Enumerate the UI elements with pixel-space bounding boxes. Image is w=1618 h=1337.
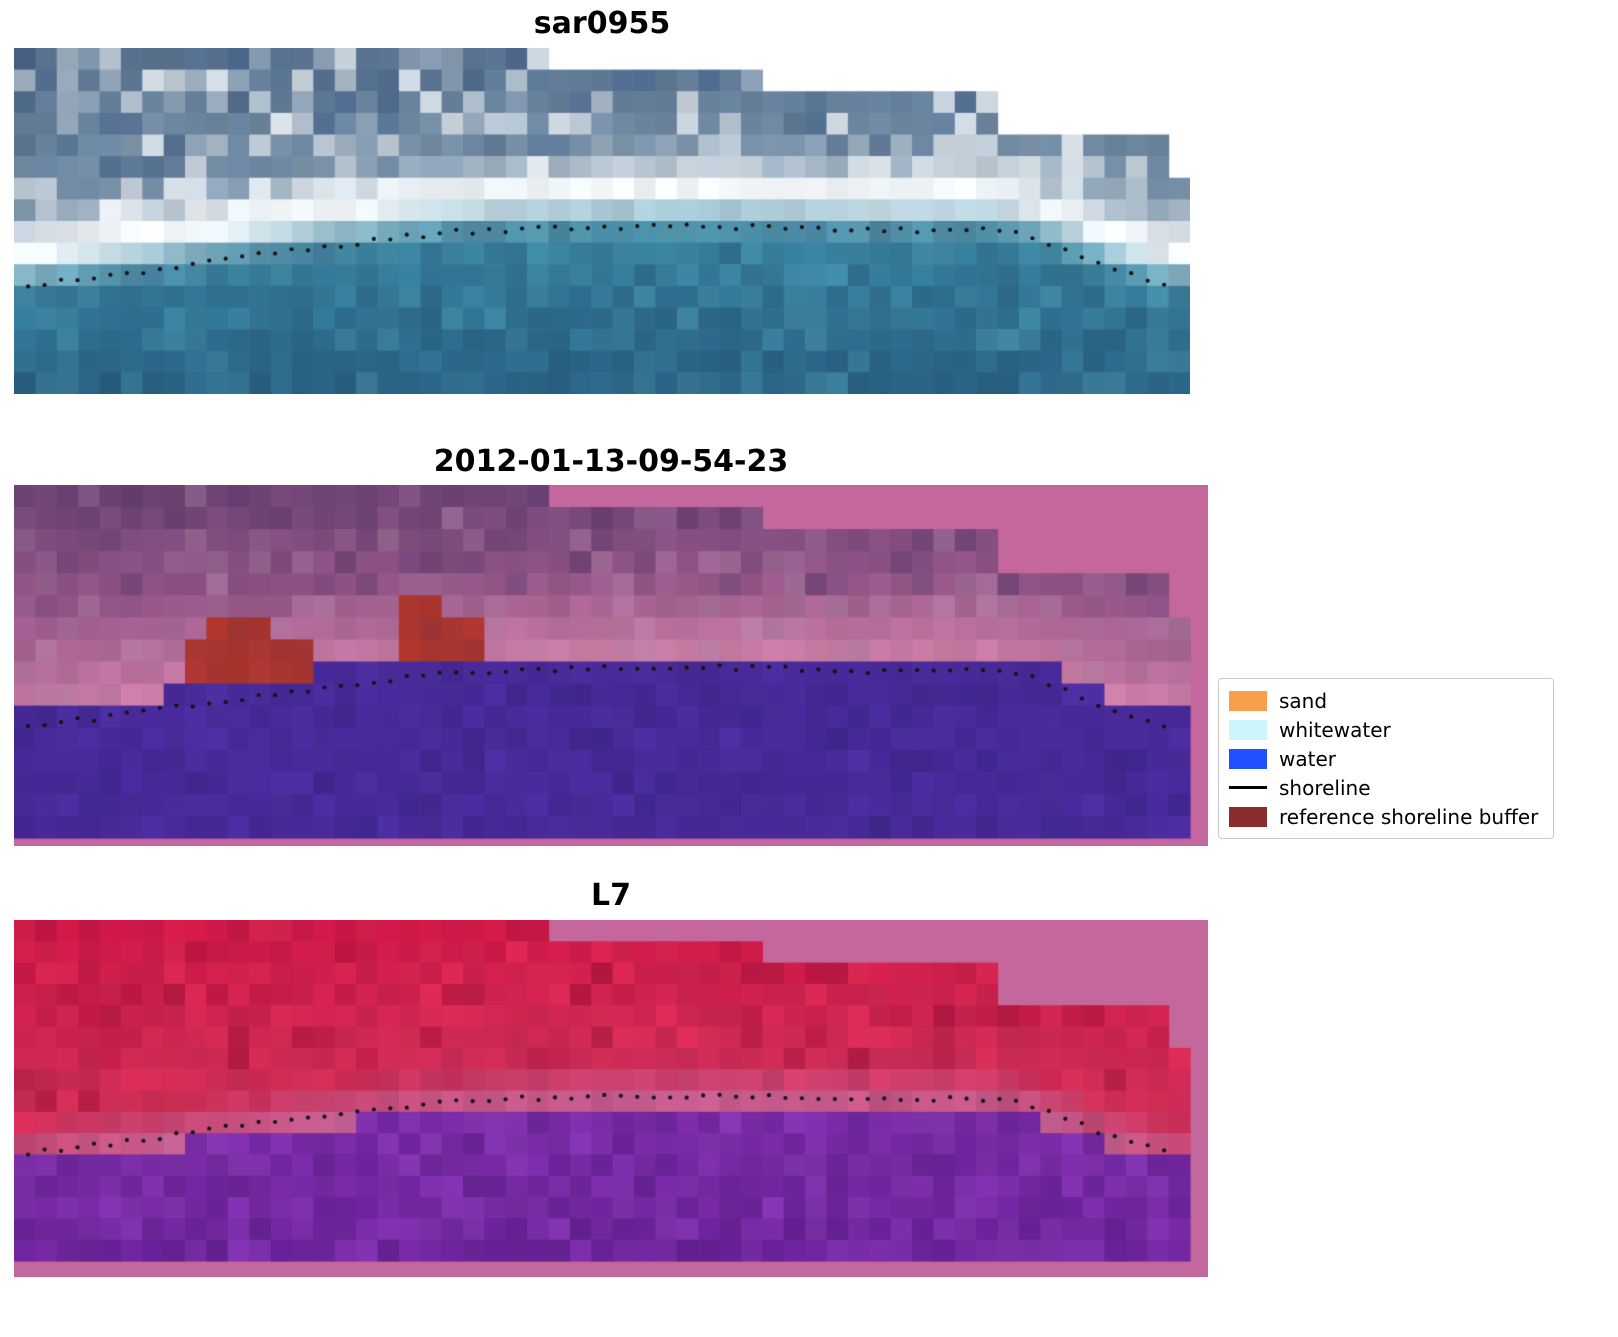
legend-item-shoreline: shoreline: [1229, 773, 1543, 802]
legend-item-label: sand: [1279, 688, 1328, 713]
sand-swatch: [1229, 690, 1267, 711]
l7-image: [14, 920, 1208, 1277]
whitewater-swatch: [1229, 719, 1267, 740]
legend-item-sand: sand: [1229, 686, 1543, 715]
reference-shoreline-buffer-swatch: [1229, 806, 1267, 827]
sar0955-image: [14, 48, 1190, 394]
shoreline-line-swatch: [1229, 786, 1267, 789]
panel-title-classified: 2012-01-13-09-54-23: [433, 444, 789, 479]
legend-item-whitewater: whitewater: [1229, 715, 1543, 744]
water-swatch: [1229, 748, 1267, 769]
legend: sand whitewater water shoreline reference sh…: [1218, 678, 1554, 839]
legend-item-label: reference shoreline buffer: [1279, 804, 1539, 829]
legend-item-water: water: [1229, 744, 1543, 773]
legend-item-reference-shoreline-buffer: reference shoreline buffer: [1229, 802, 1543, 831]
classified-image: [14, 485, 1208, 846]
legend-item-label: shoreline: [1279, 775, 1371, 800]
panel-title-sar0955: sar0955: [533, 6, 671, 41]
legend-item-label: water: [1279, 746, 1336, 771]
legend-item-label: whitewater: [1279, 717, 1391, 742]
panel-title-l7: L7: [591, 878, 631, 913]
